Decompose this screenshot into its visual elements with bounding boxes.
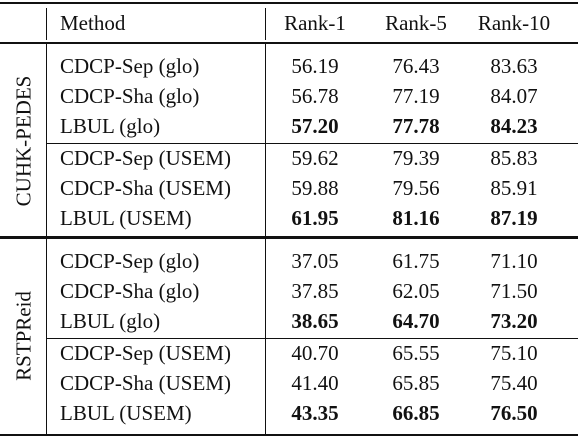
cuhk-mid-rule <box>47 143 578 144</box>
rstp-mid-rule <box>47 338 578 339</box>
table-cell-rank10-best: 73.20 <box>490 309 538 333</box>
method-column-rule-header <box>265 8 266 40</box>
method-column-rule-rstp <box>265 239 266 434</box>
table-cell-rank1: 37.05 <box>291 249 339 273</box>
table-cell-rank1: 40.70 <box>291 341 339 365</box>
table-cell-rank5-best: 66.85 <box>392 401 440 425</box>
table-cell-rank5: 65.85 <box>392 371 440 395</box>
table-cell-rank5: 79.39 <box>392 146 440 170</box>
method-column-rule-cuhk <box>265 44 266 236</box>
table-cell-rank5: 65.55 <box>392 341 440 365</box>
table-cell-rank1: 59.88 <box>291 176 339 200</box>
table-cell-rank5: 76.43 <box>392 54 440 78</box>
table-row-method: LBUL (glo) <box>60 309 161 333</box>
bottom-rule <box>0 434 578 436</box>
header-method: Method <box>60 11 126 35</box>
dataset-label-cuhk-pedes: CUHK-PEDES <box>11 75 36 207</box>
table-row-method: CDCP-Sep (USEM) <box>60 341 231 365</box>
dataset-column-rule-header <box>46 8 47 40</box>
table-cell-rank10: 85.91 <box>490 176 538 200</box>
table-row-method: CDCP-Sep (USEM) <box>60 146 231 170</box>
table-cell-rank10: 75.40 <box>490 371 538 395</box>
table-row-method: CDCP-Sha (glo) <box>60 279 200 303</box>
table-cell-rank5: 77.19 <box>392 84 440 108</box>
table-cell-rank5-best: 77.78 <box>392 114 440 138</box>
table-cell-rank1: 56.19 <box>291 54 339 78</box>
table-cell-rank10-best: 87.19 <box>490 206 538 230</box>
table-row-method: LBUL (USEM) <box>60 206 192 230</box>
table-row-method: CDCP-Sha (glo) <box>60 84 200 108</box>
table-cell-rank1: 56.78 <box>291 84 339 108</box>
header-rule <box>0 42 578 44</box>
dataset-column-rule-cuhk <box>46 44 47 236</box>
table-cell-rank5: 79.56 <box>392 176 440 200</box>
table-row-method: CDCP-Sha (USEM) <box>60 176 231 200</box>
table-cell-rank5: 62.05 <box>392 279 440 303</box>
table-cell-rank1-best: 43.35 <box>291 401 339 425</box>
table-cell-rank1-best: 57.20 <box>291 114 339 138</box>
table-row-method: CDCP-Sha (USEM) <box>60 371 231 395</box>
table-cell-rank10-best: 84.23 <box>490 114 538 138</box>
table-cell-rank10-best: 76.50 <box>490 401 538 425</box>
table-cell-rank10: 85.83 <box>490 146 538 170</box>
dataset-column-rule-rstp <box>46 239 47 434</box>
header-rank10: Rank-10 <box>477 11 551 35</box>
table-row-method: CDCP-Sep (glo) <box>60 249 200 273</box>
table-row-method: LBUL (glo) <box>60 114 161 138</box>
table-cell-rank10: 71.50 <box>490 279 538 303</box>
table-cell-rank10: 84.07 <box>490 84 538 108</box>
table-cell-rank5-best: 81.16 <box>392 206 440 230</box>
top-rule <box>0 2 578 4</box>
header-rank1: Rank-1 <box>284 11 346 35</box>
table-cell-rank5: 61.75 <box>392 249 440 273</box>
table-cell-rank10: 71.10 <box>490 249 538 273</box>
table-cell-rank10: 83.63 <box>490 54 538 78</box>
table-cell-rank1: 37.85 <box>291 279 339 303</box>
table-cell-rank1: 59.62 <box>291 146 339 170</box>
table-cell-rank1-best: 61.95 <box>291 206 339 230</box>
table-cell-rank10: 75.10 <box>490 341 538 365</box>
table-row-method: CDCP-Sep (glo) <box>60 54 200 78</box>
table-row-method: LBUL (USEM) <box>60 401 192 425</box>
table-cell-rank1-best: 38.65 <box>291 309 339 333</box>
header-rank5: Rank-5 <box>385 11 447 35</box>
table-cell-rank1: 41.40 <box>291 371 339 395</box>
dataset-label-rstpreid: RSTPReid <box>11 291 36 381</box>
table-cell-rank5-best: 64.70 <box>392 309 440 333</box>
group-separator-rule <box>0 236 578 239</box>
